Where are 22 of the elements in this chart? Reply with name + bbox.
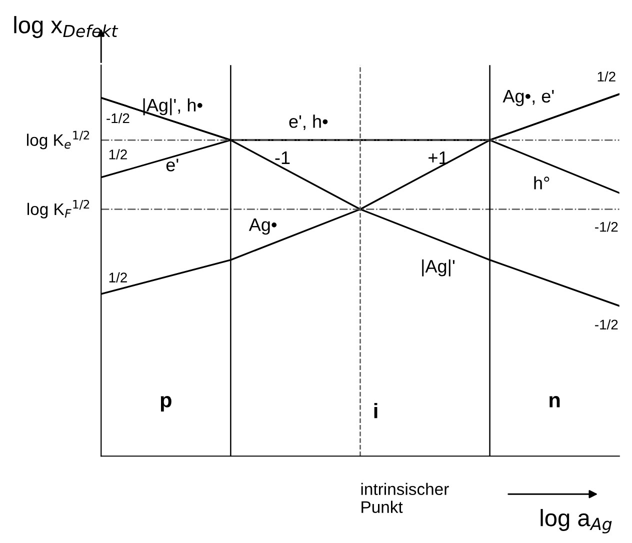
- annotation: 1/2: [109, 149, 127, 160]
- ref-line-label: log K$_{e}$$^{1/2}$: [27, 130, 90, 150]
- annotation: -1/2: [595, 319, 618, 330]
- annotation: e', h•: [289, 114, 328, 130]
- annotation: Ag•: [248, 218, 277, 235]
- x-axis-title: log a$_{Ag}$: [540, 509, 612, 534]
- annotation: |Ag|', h•: [143, 98, 202, 116]
- annotation: 1/2: [109, 272, 127, 282]
- annotation: p: [160, 396, 172, 412]
- y-axis-title: log x$_{Defekt}$: [14, 16, 118, 38]
- annotation: -1/2: [595, 222, 618, 232]
- text: intrinsischer Punkt: [361, 482, 449, 514]
- annotation: Ag•, e': [502, 90, 554, 106]
- annotation: h°: [534, 176, 550, 190]
- annotation: i: [374, 402, 378, 418]
- annotation: -1: [275, 152, 290, 164]
- text: 1/2: [598, 71, 616, 82]
- annotation: |Ag|': [422, 259, 455, 276]
- annotation: e': [166, 158, 178, 172]
- annotation: -1/2: [106, 112, 130, 124]
- ref-line-label: log K$_{F}$$^{1/2}$: [28, 200, 90, 218]
- annotation: n: [550, 396, 560, 408]
